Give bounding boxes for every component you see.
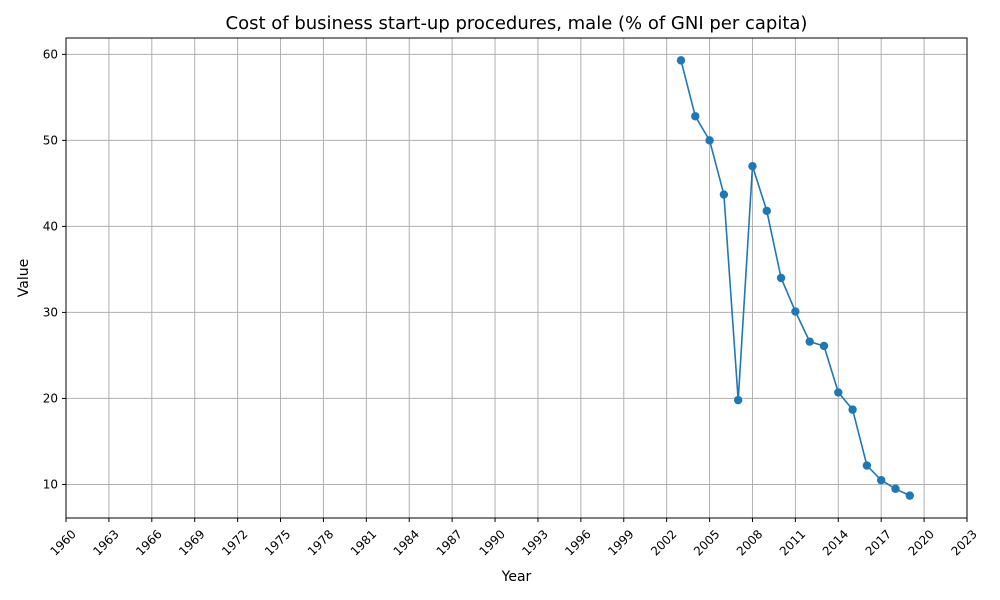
data-point [819,341,829,351]
data-point [719,190,729,199]
y-tick-label: 50 [43,133,58,147]
data-point [791,307,800,316]
y-tick-label: 20 [43,391,58,405]
data-point [891,484,900,493]
y-tick-label: 40 [43,219,58,233]
chart-title: Cost of business start-up procedures, ma… [226,13,808,34]
data-point [762,206,771,216]
y-tick-label: 10 [43,477,58,491]
plot-frame [65,37,968,519]
data-point [848,405,857,414]
data-point [748,161,757,171]
data-point [862,461,872,470]
data-point [776,273,786,283]
data-point [733,395,743,405]
data-point [676,56,686,65]
data-point [691,112,700,121]
data-point [876,475,886,485]
y-tick-label: 30 [43,305,58,319]
data-series [676,56,914,500]
y-axis-title: Value [16,259,32,297]
grid-lines [65,38,968,518]
data-point [905,491,914,500]
x-axis-title: Year [501,569,532,585]
data-point [805,337,814,346]
data-point [834,388,843,397]
y-tick-label: 60 [43,47,58,61]
y-axis-ticks: 10 20 30 40 50 60 [43,47,66,491]
data-point [705,136,714,145]
